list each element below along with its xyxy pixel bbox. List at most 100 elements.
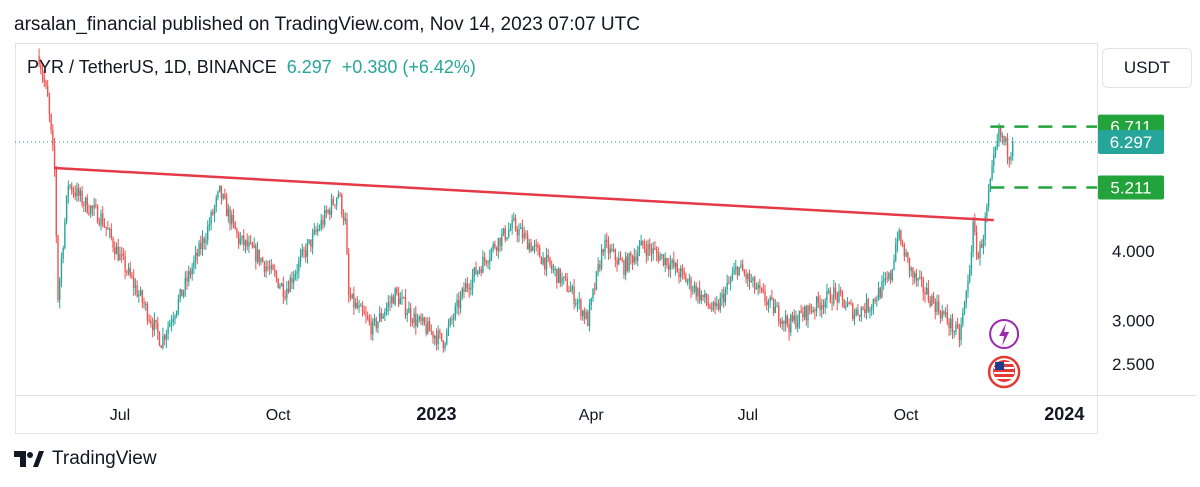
candle (611, 243, 613, 253)
chart-pane[interactable] (15, 43, 1098, 434)
candle (150, 315, 152, 328)
candle (272, 263, 274, 271)
candle (893, 254, 895, 271)
candle-body (108, 228, 111, 230)
candle (253, 237, 255, 249)
candle-body (998, 127, 1000, 141)
candle (963, 300, 966, 316)
candle (965, 289, 967, 309)
candle (217, 190, 219, 201)
candle-body (611, 248, 613, 251)
candle-body (537, 245, 539, 248)
candle-body (210, 212, 212, 225)
candle (239, 231, 242, 246)
candle (913, 270, 916, 284)
candle (557, 266, 560, 284)
candle-body (428, 321, 431, 332)
candle (459, 291, 462, 314)
candle-body (62, 247, 64, 259)
candle-body (520, 227, 522, 230)
currency-button[interactable]: USDT (1102, 48, 1192, 88)
candle (191, 263, 193, 281)
candle (313, 223, 316, 236)
candle (855, 307, 857, 317)
candle-body (1010, 156, 1012, 161)
candle (71, 182, 73, 195)
candle-body (60, 258, 63, 280)
candle-body (124, 256, 126, 272)
candle (416, 313, 419, 328)
candle-body (769, 297, 771, 302)
candle (275, 270, 278, 283)
candle-body (162, 335, 164, 348)
candle (889, 270, 892, 285)
candle-body (196, 252, 199, 257)
candle-body (468, 287, 470, 290)
candle (67, 180, 70, 204)
candle (210, 209, 212, 231)
candle (698, 280, 701, 304)
candle (501, 228, 503, 251)
candle-body (839, 290, 842, 293)
candle (753, 275, 756, 294)
candle-body (848, 302, 850, 304)
candle (996, 133, 998, 151)
candle-body (205, 240, 207, 243)
candle (807, 304, 809, 329)
candle (951, 313, 954, 339)
candle-body (719, 297, 721, 310)
candle-body (714, 302, 716, 307)
candle-body (43, 76, 45, 82)
candle (607, 236, 610, 260)
candle-body (112, 238, 114, 248)
candle (59, 277, 61, 309)
candle (418, 315, 420, 323)
candle-body (815, 296, 818, 312)
candle-body (838, 290, 840, 302)
candle (294, 269, 297, 281)
candle-body (741, 264, 744, 272)
candle-body (685, 275, 687, 283)
candle (423, 316, 426, 326)
candle-body (860, 307, 863, 317)
candle (955, 321, 957, 336)
candle-body (597, 264, 599, 272)
candle (397, 286, 400, 307)
candle (999, 125, 1002, 143)
candle (772, 297, 775, 316)
candle-body (478, 269, 481, 271)
candle-body (826, 290, 828, 301)
series-legend[interactable]: PYR / TetherUS, 1D, BINANCE 6.297 +0.380… (27, 57, 476, 78)
candle-body (948, 322, 950, 329)
time-axis-label: 2024 (1044, 404, 1084, 424)
candle-body (122, 254, 125, 257)
candle (743, 269, 746, 277)
candle (798, 310, 801, 329)
us-flag-stripe (994, 372, 1015, 374)
candle-body (762, 289, 764, 292)
candle (296, 264, 298, 281)
candle (717, 299, 720, 312)
candle (521, 219, 524, 244)
candle (249, 235, 252, 245)
candle-body (421, 317, 424, 321)
candle (784, 310, 787, 332)
candle (444, 341, 446, 352)
candle (974, 213, 976, 236)
legend-symbol[interactable]: PYR / TetherUS, 1D, BINANCE (27, 57, 277, 77)
candle (119, 246, 121, 261)
candle (769, 295, 771, 309)
candle-body (576, 302, 579, 304)
candle (523, 226, 525, 242)
candle-body (360, 305, 362, 307)
candle (609, 244, 611, 259)
candle (738, 267, 740, 277)
candle (258, 249, 260, 267)
candle (941, 304, 943, 322)
candle (213, 204, 216, 223)
candle-body (84, 197, 87, 206)
candle (64, 217, 66, 250)
candle-body (440, 333, 443, 341)
candle (95, 198, 97, 209)
